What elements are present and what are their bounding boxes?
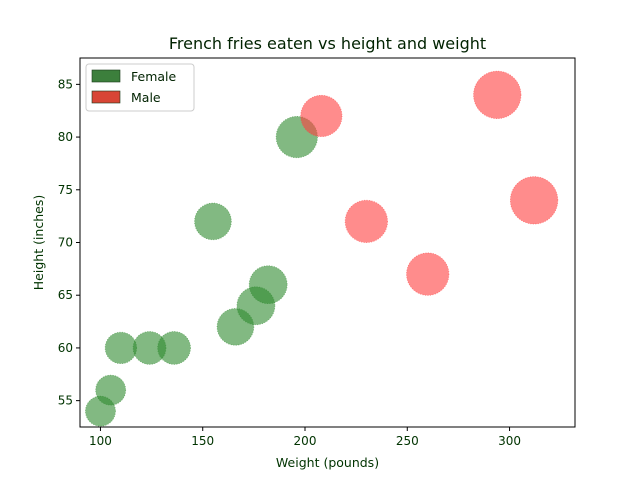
x-axis-label: Weight (pounds)	[276, 455, 379, 470]
y-tick-label: 60	[58, 341, 73, 355]
y-tick-label: 85	[58, 77, 73, 91]
legend-swatch-female	[91, 69, 121, 83]
chart-title: French fries eaten vs height and weight	[169, 34, 486, 53]
x-tick-label: 150	[191, 434, 214, 448]
x-tick-label: 250	[396, 434, 419, 448]
y-tick-label: 80	[58, 130, 73, 144]
x-tick-label: 200	[294, 434, 317, 448]
data-points	[85, 70, 559, 427]
y-tick-label: 75	[58, 183, 73, 197]
x-tick-label: 300	[498, 434, 521, 448]
data-point-male	[509, 176, 559, 225]
y-axis-label: Height (inches)	[31, 195, 46, 290]
legend: Female Male	[85, 63, 195, 112]
data-point-female	[95, 374, 127, 406]
data-point-female	[157, 331, 191, 365]
data-point-female	[248, 265, 288, 305]
legend-label-female: Female	[131, 69, 177, 84]
y-tick-label: 65	[58, 288, 73, 302]
legend-swatch-male	[91, 90, 121, 104]
y-axis: 55 60 65 70 75 80 85	[58, 77, 80, 408]
data-point-male	[300, 94, 343, 138]
data-point-female	[194, 202, 232, 241]
data-point-female	[104, 331, 138, 365]
data-point-male	[344, 199, 388, 244]
x-axis: 100 150 200 250 300	[89, 427, 521, 448]
legend-label-male: Male	[131, 90, 161, 105]
data-point-male	[473, 70, 522, 120]
y-tick-label: 55	[58, 394, 73, 408]
data-point-male	[406, 252, 450, 296]
x-tick-label: 100	[89, 434, 112, 448]
y-tick-label: 70	[58, 236, 73, 250]
